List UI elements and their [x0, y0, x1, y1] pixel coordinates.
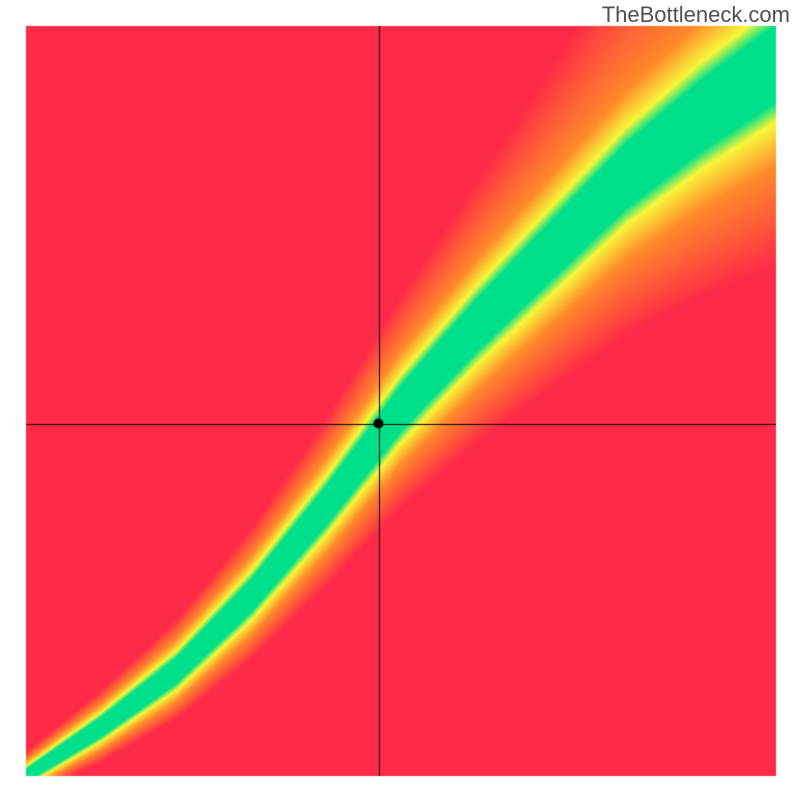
heatmap-canvas [0, 0, 800, 800]
bottleneck-heatmap: TheBottleneck.com [0, 0, 800, 800]
watermark-text: TheBottleneck.com [602, 2, 790, 28]
